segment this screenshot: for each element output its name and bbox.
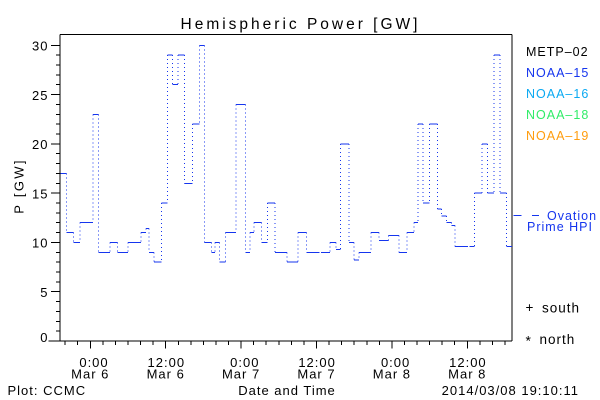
svg-text:NOAA–19: NOAA–19 (526, 129, 589, 143)
svg-text:25: 25 (32, 88, 48, 103)
svg-text:P [GW]: P [GW] (11, 158, 26, 213)
svg-text:Plot: CCMC: Plot: CCMC (8, 383, 87, 398)
svg-text:+: + (526, 300, 535, 315)
svg-text:Hemispheric Power [GW]: Hemispheric Power [GW] (181, 16, 421, 33)
svg-text:5: 5 (40, 285, 48, 300)
svg-text:30: 30 (32, 39, 48, 54)
svg-text:Mar 7: Mar 7 (222, 367, 260, 382)
svg-text:12:00: 12:00 (298, 355, 336, 370)
svg-text:Mar 6: Mar 6 (71, 367, 109, 382)
svg-text:0:00: 0:00 (381, 355, 410, 370)
svg-text:2014/03/08 19:10:11: 2014/03/08 19:10:11 (442, 383, 579, 398)
svg-text:Mar 8: Mar 8 (373, 367, 411, 382)
svg-text:0:00: 0:00 (230, 355, 259, 370)
svg-text:NOAA–18: NOAA–18 (526, 108, 589, 122)
svg-text:12:00: 12:00 (148, 355, 186, 370)
svg-text:0:00: 0:00 (79, 355, 108, 370)
svg-text:20: 20 (32, 137, 48, 152)
svg-text:north: north (540, 332, 576, 347)
svg-text:NOAA–15: NOAA–15 (526, 66, 589, 80)
svg-text:Prime HPI: Prime HPI (527, 220, 593, 234)
svg-text:10: 10 (32, 236, 48, 251)
svg-text:south: south (542, 301, 580, 316)
svg-text:15: 15 (32, 186, 48, 201)
svg-text:NOAA–16: NOAA–16 (526, 87, 589, 101)
svg-text:Mar 6: Mar 6 (147, 367, 185, 382)
svg-text:METP–02: METP–02 (526, 45, 589, 59)
svg-text:Ovation: Ovation (547, 209, 597, 223)
svg-text:Mar 7: Mar 7 (297, 367, 335, 382)
svg-text:Date and Time: Date and Time (238, 383, 336, 398)
svg-text:12:00: 12:00 (449, 355, 487, 370)
svg-text:*: * (526, 333, 532, 349)
svg-text:Mar 8: Mar 8 (448, 367, 486, 382)
svg-text:0: 0 (40, 330, 48, 345)
